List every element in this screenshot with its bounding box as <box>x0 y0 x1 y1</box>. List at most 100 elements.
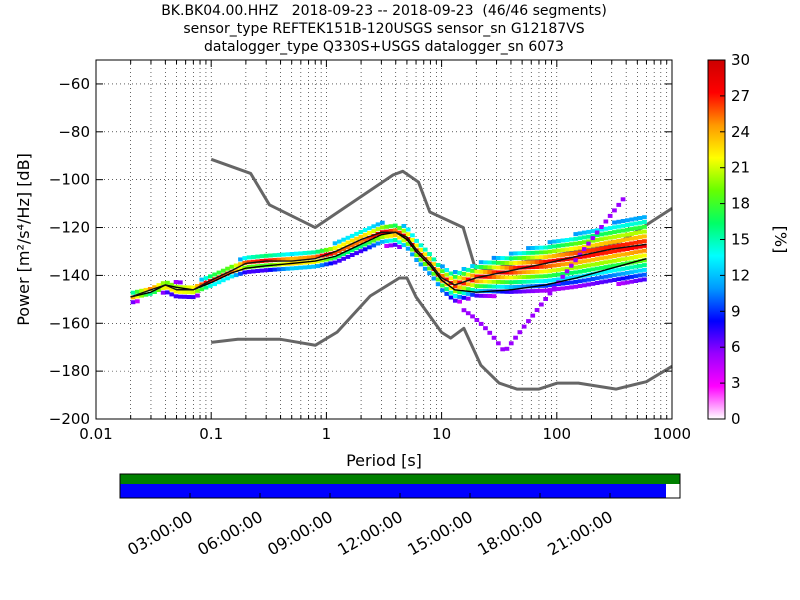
psd-cell <box>453 294 458 298</box>
psd-cell <box>599 251 604 256</box>
psd-cell <box>186 290 192 295</box>
psd-cell <box>573 260 579 265</box>
psd-cell <box>599 256 604 261</box>
psd-cell-low <box>582 247 587 252</box>
timeline-top-bar <box>120 474 680 484</box>
psd-cell <box>392 223 398 228</box>
psd-cell <box>281 252 286 257</box>
psd-cell <box>513 256 518 261</box>
psd-cell <box>521 260 527 265</box>
psd-cell <box>573 241 579 246</box>
psd-cell <box>569 285 574 290</box>
psd-cell <box>478 265 484 269</box>
psd-cell <box>392 228 398 233</box>
psd-cell <box>306 255 312 260</box>
timeline-tick-label: 18:00:00 <box>474 507 546 559</box>
psd-cell <box>306 250 312 255</box>
psd-cell <box>642 243 647 248</box>
psd-cell <box>263 253 269 258</box>
psd-cell <box>625 247 630 251</box>
psd-cell <box>543 283 548 288</box>
psd-cell-low <box>573 258 579 263</box>
psd-cell <box>388 243 394 248</box>
psd-cell <box>629 255 634 260</box>
plot-area <box>96 60 672 420</box>
psd-cell <box>543 255 548 260</box>
psd-cell <box>564 285 570 290</box>
psd-cell <box>521 255 527 260</box>
psd-cell <box>620 238 626 243</box>
psd-cell <box>577 260 583 265</box>
psd-cell <box>165 280 170 285</box>
psd-cell <box>375 236 381 241</box>
psd-cell <box>238 271 243 276</box>
psd-cell <box>603 255 609 260</box>
psd-cell <box>478 279 484 284</box>
psd-cell <box>298 251 303 256</box>
psd-cell <box>289 266 295 271</box>
y-tick-label: −160 <box>49 314 90 332</box>
psd-cell <box>569 270 574 275</box>
psd-cell <box>474 288 480 293</box>
psd-cell <box>190 290 196 295</box>
psd-cell <box>590 253 596 257</box>
psd-cell <box>384 224 389 229</box>
psd-cell <box>543 264 548 269</box>
psd-cell <box>418 243 424 248</box>
chart-title-line-3: datalogger_type Q330S+USGS datalogger_sn… <box>204 39 564 55</box>
psd-cell-low <box>504 346 510 351</box>
psd-cell <box>435 277 441 282</box>
psd-cell <box>637 268 643 273</box>
psd-cell <box>642 267 647 272</box>
psd-cell <box>337 249 342 254</box>
psd-cell <box>551 277 557 282</box>
psd-cell <box>229 264 235 269</box>
psd-cell <box>642 248 647 253</box>
psd-cell <box>556 243 561 248</box>
psd-cell <box>294 251 299 256</box>
psd-cell <box>607 264 613 269</box>
psd-cell <box>263 268 269 273</box>
psd-cell <box>508 270 514 275</box>
psd-cell <box>504 256 510 261</box>
colorbar-tick-label: 30 <box>731 51 750 69</box>
psd-cell <box>582 264 587 269</box>
psd-cell <box>612 263 617 268</box>
psd-cell <box>380 225 385 230</box>
psd-cell <box>543 259 548 264</box>
timeline-tick-label: 09:00:00 <box>264 507 336 559</box>
psd-cell <box>289 256 295 261</box>
x-axis-label: Period [s] <box>346 451 422 470</box>
psd-cell <box>629 270 634 275</box>
chart-title-line-2: sensor_type REFTEK151B-120USGS sensor_sn… <box>183 21 585 37</box>
psd-cell <box>547 264 553 269</box>
psd-histogram <box>130 197 647 352</box>
psd-cell <box>251 255 256 259</box>
psd-cell <box>504 270 510 275</box>
psd-cell <box>612 273 617 278</box>
psd-cell <box>255 269 260 273</box>
psd-cell <box>178 280 183 285</box>
psd-cell <box>564 266 570 271</box>
psd-cell <box>590 229 596 234</box>
y-tick-label: −120 <box>49 219 90 237</box>
psd-cell <box>328 247 334 251</box>
psd-cell <box>590 281 596 286</box>
psd-cell <box>616 282 622 286</box>
psd-cell <box>513 284 518 289</box>
psd-cell <box>470 264 475 269</box>
psd-cell <box>616 219 622 224</box>
psd-cell <box>625 223 630 227</box>
psd-cell <box>642 220 647 224</box>
psd-cell-low <box>543 297 548 301</box>
psd-cell-low <box>603 219 609 224</box>
psd-cell <box>272 258 278 262</box>
psd-cell <box>487 265 493 270</box>
psd-cell <box>642 258 647 263</box>
x-tick-label: 100 <box>542 425 571 443</box>
psd-cell <box>315 264 321 269</box>
psd-cell <box>594 261 600 266</box>
psd-cell <box>530 289 536 294</box>
psd-cell <box>556 277 561 282</box>
psd-cell <box>371 224 377 229</box>
